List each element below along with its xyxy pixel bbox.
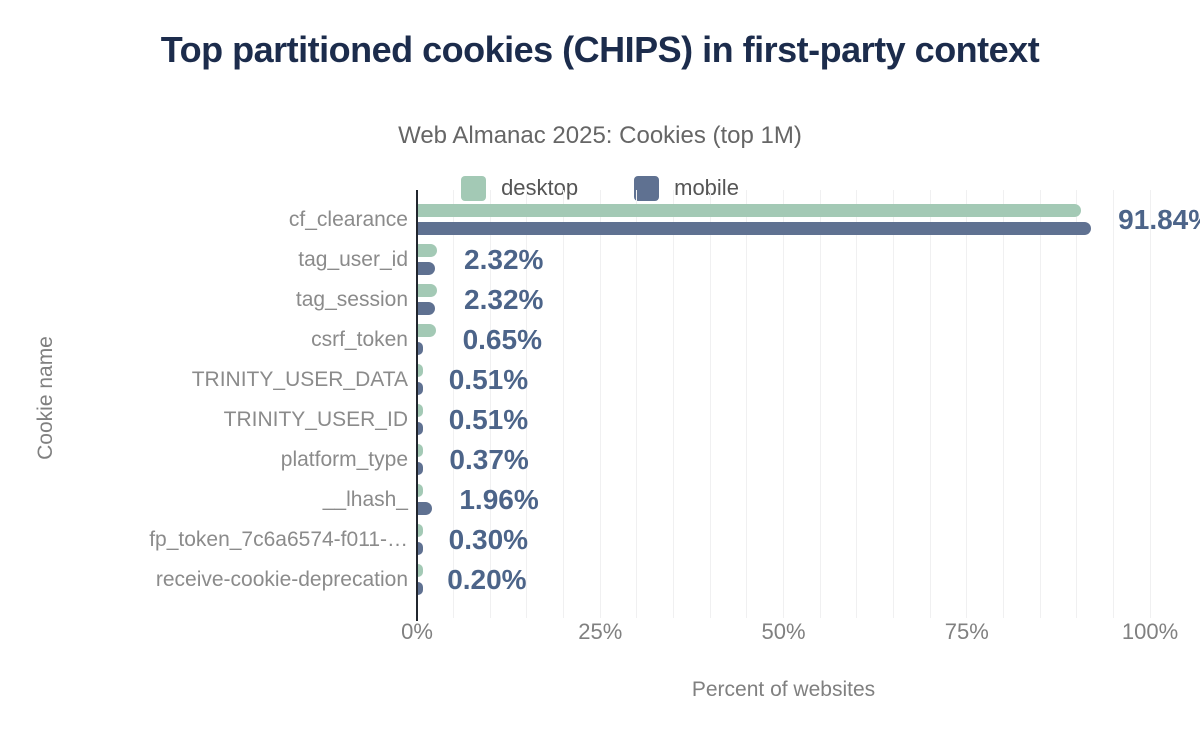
bar-desktop (418, 444, 423, 457)
y-axis-title: Cookie name (34, 336, 57, 460)
bar-desktop (418, 484, 423, 497)
gridline (856, 190, 858, 618)
legend-label-mobile: mobile (674, 175, 739, 200)
value-label: 0.65% (462, 324, 542, 355)
bar-mobile (418, 302, 435, 315)
value-label: 0.51% (448, 404, 529, 435)
legend-item-desktop: desktop (461, 175, 578, 201)
category-label: receive-cookie-deprecation (155, 568, 408, 591)
gridline (1076, 190, 1078, 618)
gridline (783, 190, 784, 618)
value-label: 2.32% (464, 284, 544, 315)
bar-mobile (418, 582, 423, 595)
gridline (489, 190, 491, 618)
bar-mobile (418, 222, 1092, 235)
bar-mobile (418, 342, 423, 355)
bar-mobile (418, 542, 423, 555)
gridline (1149, 190, 1151, 618)
x-tick-label: 0% (401, 619, 433, 644)
gridline (1002, 190, 1004, 618)
chart-subtitle: Web Almanac 2025: Cookies (top 1M) (398, 122, 802, 149)
category-label: TRINITY_USER_DATA (191, 368, 408, 391)
gridline (636, 190, 638, 618)
x-tick-label: 25% (578, 619, 623, 644)
legend-label-desktop: desktop (501, 175, 579, 200)
gridline (526, 190, 528, 618)
bar-desktop (418, 404, 423, 417)
legend: desktop mobile (0, 175, 1200, 201)
gridline (709, 190, 711, 618)
value-label: 2.32% (464, 244, 544, 275)
value-label: 0.51% (448, 364, 529, 395)
bar-mobile (418, 262, 435, 275)
bar-desktop (418, 204, 1081, 217)
bar-mobile (418, 382, 423, 395)
bar-desktop (418, 564, 423, 577)
bar-mobile (418, 462, 423, 475)
x-tick-label: 100% (1121, 619, 1179, 644)
legend-swatch-desktop (461, 175, 487, 201)
bar-desktop (418, 524, 423, 537)
bar-mobile (418, 422, 423, 435)
category-label: cf_clearance (288, 208, 408, 231)
gridline (599, 190, 601, 618)
category-label: fp_token_7c6a6574-f011-… (149, 528, 408, 551)
x-tick-label: 75% (944, 619, 989, 644)
value-label: 0.20% (447, 564, 527, 595)
category-label: tag_session (295, 288, 408, 311)
bar-mobile (418, 502, 433, 515)
bar-desktop (418, 284, 438, 297)
x-axis-zero-tick (416, 614, 418, 621)
chart-title: Top partitioned cookies (CHIPS) in first… (160, 29, 1040, 70)
category-label: __lhash_ (322, 488, 408, 511)
bar-desktop (418, 364, 423, 377)
gridline (929, 190, 931, 618)
legend-item-mobile: mobile (634, 175, 739, 201)
x-tick-label: 50% (761, 619, 806, 644)
category-label: TRINITY_USER_ID (223, 408, 408, 431)
gridline (1112, 190, 1114, 618)
gridline (1039, 190, 1041, 618)
gridline (966, 190, 968, 618)
category-label: csrf_token (311, 328, 408, 351)
gridline (746, 190, 748, 618)
y-axis-line (416, 190, 418, 614)
category-label: tag_user_id (298, 248, 408, 271)
bar-desktop (418, 324, 436, 337)
bar-desktop (418, 244, 438, 257)
gridline (563, 190, 565, 618)
value-label: 1.96% (459, 484, 539, 515)
gridline (892, 190, 894, 618)
value-label: 0.30% (448, 524, 529, 555)
value-label: 0.37% (449, 444, 529, 475)
gridline (819, 190, 821, 618)
category-label: platform_type (280, 448, 408, 471)
legend-swatch-mobile (634, 175, 660, 201)
value-label: 91.84% (1118, 204, 1200, 235)
gridline (673, 190, 675, 618)
x-axis-title: Percent of websites (691, 678, 876, 701)
gridline (453, 190, 455, 618)
